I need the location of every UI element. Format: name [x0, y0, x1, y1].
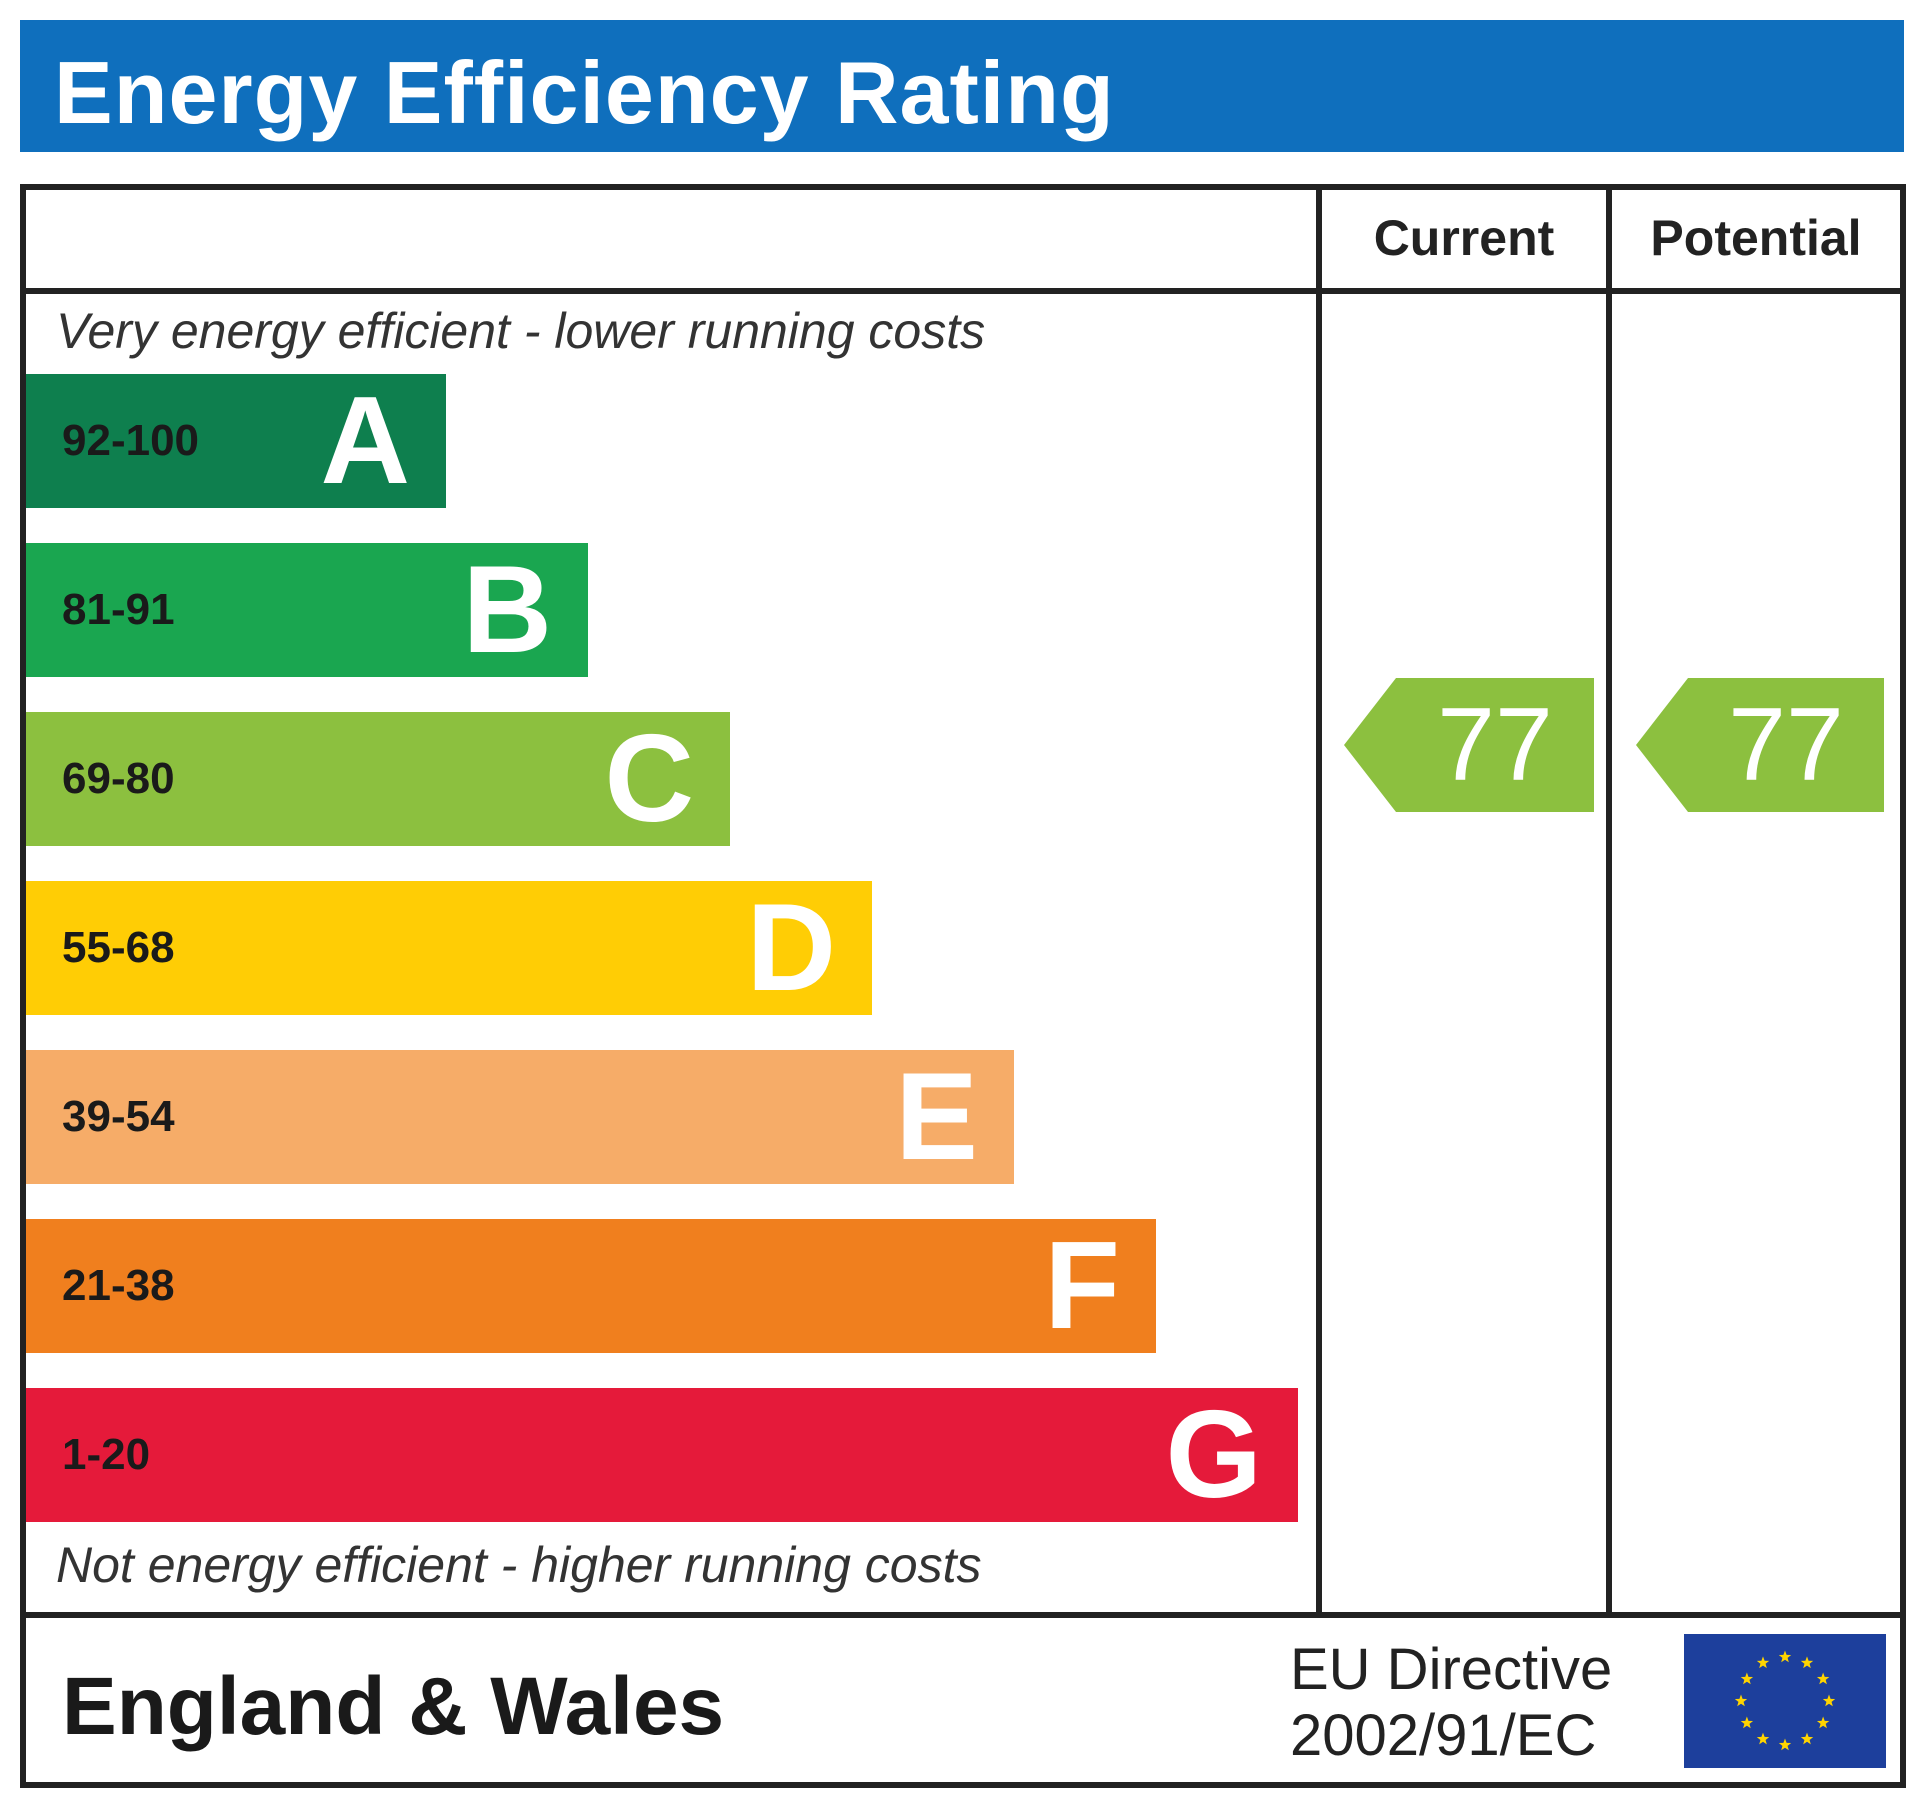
directive-line-1: EU Directive [1290, 1637, 1613, 1702]
eu-star-icon [1800, 1656, 1814, 1669]
current-column-divider [1316, 184, 1322, 1615]
potential-column-divider [1606, 184, 1612, 1615]
eu-star-icon [1778, 1650, 1792, 1663]
band-letter-label: A [320, 372, 410, 510]
current-rating-arrow: 77 [1344, 678, 1594, 812]
rating-band-e: 39-54 E [26, 1050, 1014, 1184]
chart-title: Energy Efficiency Rating [54, 43, 1115, 142]
eu-star-icon [1734, 1694, 1748, 1707]
current-arrow-shape [1344, 678, 1594, 812]
band-letter-label: C [604, 710, 694, 848]
band-range-label: 39-54 [62, 1092, 175, 1141]
title-bar: Energy Efficiency Rating [20, 20, 1904, 152]
potential-column-label: Potential [1650, 210, 1862, 266]
rating-band-c: 69-80 C [26, 712, 730, 846]
footer-row-divider [20, 1612, 1906, 1618]
region-label: England & Wales [62, 1661, 725, 1752]
eu-star-icon [1800, 1732, 1814, 1745]
current-column-label: Current [1373, 210, 1555, 266]
header-row-divider [20, 288, 1906, 294]
eu-star-icon [1756, 1656, 1770, 1669]
eu-star-icon [1778, 1738, 1792, 1751]
top-efficiency-note: Very energy efficient - lower running co… [56, 303, 986, 359]
eu-star-icon [1822, 1694, 1836, 1707]
band-range-label: 55-68 [62, 923, 175, 972]
potential-arrow-shape [1636, 678, 1884, 812]
band-range-label: 92-100 [62, 416, 200, 465]
rating-band-f: 21-38 F [26, 1219, 1156, 1353]
rating-frame [20, 184, 1906, 1788]
eu-star-icon [1740, 1716, 1754, 1729]
rating-band-d: 55-68 D [26, 881, 872, 1015]
band-letter-label: F [1044, 1217, 1120, 1355]
eu-star-icon [1816, 1672, 1830, 1685]
potential-rating-value: 77 [1728, 687, 1844, 803]
band-range-label: 81-91 [62, 585, 175, 634]
current-rating-value: 77 [1437, 687, 1553, 803]
band-letter-label: B [462, 541, 552, 679]
band-letter-label: D [746, 879, 836, 1017]
potential-rating-arrow: 77 [1636, 678, 1884, 812]
rating-band-b: 81-91 B [26, 543, 588, 677]
band-letter-label: E [895, 1048, 978, 1186]
band-range-label: 21-38 [62, 1261, 175, 1310]
band-range-label: 1-20 [62, 1430, 151, 1479]
bottom-efficiency-note: Not energy efficient - higher running co… [56, 1537, 982, 1593]
band-range-label: 69-80 [62, 754, 175, 803]
band-letter-label: G [1165, 1386, 1262, 1524]
directive-line-2: 2002/91/EC [1290, 1703, 1597, 1768]
rating-band-g: 1-20 G [26, 1388, 1298, 1522]
eu-star-icon [1816, 1716, 1830, 1729]
eu-star-icon [1740, 1672, 1754, 1685]
eu-flag-icon [1684, 1634, 1886, 1768]
eu-star-icon [1756, 1732, 1770, 1745]
rating-band-a: 92-100 A [26, 374, 446, 508]
